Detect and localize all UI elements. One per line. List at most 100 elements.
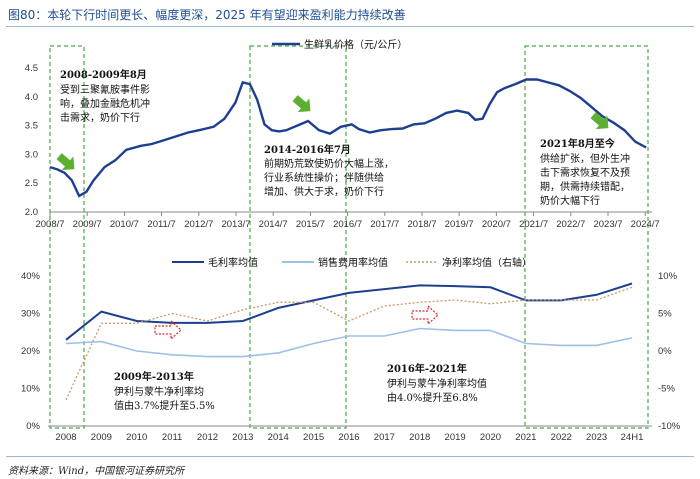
trend-arrows [56, 95, 609, 171]
margin-legend: 毛利率均值 销售费用率均值 净利率均值（右轴） [172, 256, 532, 269]
annotation-2009-2013-line1: 伊利与蒙牛净利率均 [114, 385, 204, 398]
annotation-2014-2016-title: 2014-2016年7月 [264, 143, 351, 156]
annotation-2009-2013: 2009年-2013年 伊利与蒙牛净利率均 值由3.7%提升至5.5% [114, 370, 215, 412]
x-tick-label: 2023/7 [593, 219, 622, 230]
x-tick-label: 2018/7 [407, 219, 436, 230]
y-tick-label: 4.5 [25, 63, 38, 74]
milk-price-series [49, 78, 647, 198]
left-y-tick-label: 20% [21, 346, 41, 357]
x-tick-label: 2019/7 [445, 219, 474, 230]
annotation-2021-now-line1: 供给扩张，但外生冲 [540, 152, 630, 165]
down-trend-arrow-icon [56, 153, 75, 171]
y-tick-label: 3.0 [25, 149, 38, 160]
category-label: 2022 [551, 432, 572, 443]
category-label: 2008 [55, 432, 76, 443]
category-label: 2010 [126, 432, 147, 443]
x-tick-label: 2017/7 [370, 219, 399, 230]
annotation-2016-2021-line2: 由4.0%提升至6.8% [387, 391, 478, 404]
annotation-2008-2009-line2: 响，叠加金融危机冲 [60, 97, 150, 110]
annotation-2016-2021-line1: 伊利与蒙牛净利率均值 [387, 377, 487, 390]
annotation-2016-2021: 2016年-2021年 伊利与蒙牛净利率均值 由4.0%提升至6.8% [387, 362, 487, 404]
x-tick-label: 2024/7 [631, 219, 660, 230]
x-tick-label: 2013/7 [221, 219, 250, 230]
milk-price-axes: 2.0 2.5 3.0 3.5 4.0 4.5 2008/7 2009/7 2010/7 2011… [25, 63, 660, 230]
legend-label-gross-margin: 毛利率均值 [208, 256, 258, 269]
category-label: 24H1 [621, 432, 644, 443]
annotation-2008-2009: 2008-2009年8月 受到三聚氰胺事件影 响，叠加金融危机冲 击需求，奶价下… [60, 68, 150, 124]
annotation-2008-2009-line3: 击需求，奶价下行 [60, 111, 140, 124]
down-trend-arrow-icon [590, 112, 609, 130]
annotation-2016-2021-title: 2016年-2021年 [387, 362, 467, 375]
annotation-2014-2016: 2014-2016年7月 前期奶荒致使奶价大幅上涨， 行业系统性操价；伴随供给 … [264, 143, 394, 198]
down-trend-arrow-icon [292, 95, 311, 113]
right-y-tick-label: 0% [658, 346, 672, 357]
annotation-2008-2009-line1: 受到三聚氰胺事件影 [60, 83, 150, 96]
category-label: 2009 [91, 432, 112, 443]
category-label: 2014 [268, 432, 289, 443]
annotation-2021-now: 2021年8月至今 供给扩张，但外生冲 击下需求恢复不及预 期，供需持续错配， … [540, 137, 630, 207]
annotation-2021-now-line3: 期，供需持续错配， [540, 180, 630, 193]
right-y-tick-label: 5% [658, 309, 672, 320]
category-label: 2011 [162, 432, 182, 443]
x-tick-label: 2012/7 [184, 219, 213, 230]
y-tick-label: 3.5 [25, 121, 38, 132]
x-tick-label: 2022/7 [556, 219, 585, 230]
box-2021-now [524, 45, 649, 429]
annotation-2014-2016-line1: 前期奶荒致使奶价大幅上涨， [264, 157, 394, 170]
category-label: 2013 [232, 432, 253, 443]
x-tick-label: 2015/7 [296, 219, 325, 230]
left-y-tick-label: 30% [21, 309, 41, 320]
category-label: 2012 [197, 432, 218, 443]
right-y-tick-label: -5% [658, 384, 675, 395]
annotation-2021-now-line2: 击下需求恢复不及预 [540, 166, 630, 179]
net-margin-series [65, 286, 633, 401]
y-tick-label: 2.0 [25, 207, 38, 218]
x-tick-label: 2020/7 [482, 219, 511, 230]
left-y-tick-label: 10% [21, 384, 41, 395]
up-trend-arrow-icon [411, 304, 439, 326]
gross-margin-series [65, 282, 633, 341]
x-tick-label: 2008/7 [35, 219, 64, 230]
x-tick-label: 2014/7 [259, 219, 288, 230]
category-label: 2018 [409, 432, 430, 443]
left-y-tick-label: 0% [26, 421, 40, 432]
y-tick-label: 4.0 [25, 92, 38, 103]
category-label: 2021 [515, 432, 536, 443]
legend-label-selling-expense: 销售费用率均值 [318, 256, 388, 269]
category-label: 2023 [586, 432, 607, 443]
x-tick-label: 2016/7 [333, 219, 362, 230]
x-tick-label: 2009/7 [73, 219, 102, 230]
figure-title: 图80：本轮下行时间更长、幅度更深，2025 年有望迎来盈利能力持续改善 [8, 8, 406, 22]
annotation-2014-2016-line3: 增加、供大于求，奶价下行 [264, 185, 384, 198]
period-boxes [49, 45, 649, 429]
annotation-2009-2013-title: 2009年-2013年 [114, 370, 194, 383]
footer-divider [6, 456, 694, 457]
source-note: 资料来源：Wind，中国银河证券研究所 [8, 466, 185, 477]
x-tick-label: 2011/7 [147, 219, 175, 230]
annotation-2009-2013-line2: 值由3.7%提升至5.5% [114, 399, 215, 412]
y-tick-label: 2.5 [25, 178, 38, 189]
margin-axes: 0% 10% 20% 30% 40% -10% -5% 0% 5% 10% 2008 2009 2010… [21, 271, 681, 443]
category-label: 2016 [338, 432, 359, 443]
right-y-tick-label: 10% [658, 271, 678, 282]
annotation-2014-2016-line2: 行业系统性操价；伴随供给 [264, 171, 384, 184]
annotation-2021-now-title: 2021年8月至今 [540, 137, 616, 150]
x-tick-label: 2021/7 [519, 219, 548, 230]
legend-label-milk-price: 生鲜乳价格（元/公斤） [304, 38, 407, 51]
category-label: 2020 [480, 432, 501, 443]
legend-label-net-margin: 净利率均值（右轴） [442, 256, 532, 269]
category-label: 2015 [303, 432, 324, 443]
annotation-2021-now-line4: 奶价大幅下行 [540, 194, 600, 207]
title-divider [6, 26, 694, 27]
selling-expense-series [65, 327, 633, 358]
category-label: 2019 [445, 432, 466, 443]
milk-price-legend: 生鲜乳价格（元/公斤） [272, 38, 407, 51]
category-label: 2017 [374, 432, 395, 443]
annotation-2008-2009-title: 2008-2009年8月 [60, 68, 147, 81]
box-2014-2016 [249, 45, 347, 429]
right-y-tick-label: -10% [658, 421, 681, 432]
x-tick-label: 2010/7 [110, 219, 139, 230]
left-y-tick-label: 40% [21, 271, 41, 282]
box-2008-2009 [49, 45, 85, 429]
